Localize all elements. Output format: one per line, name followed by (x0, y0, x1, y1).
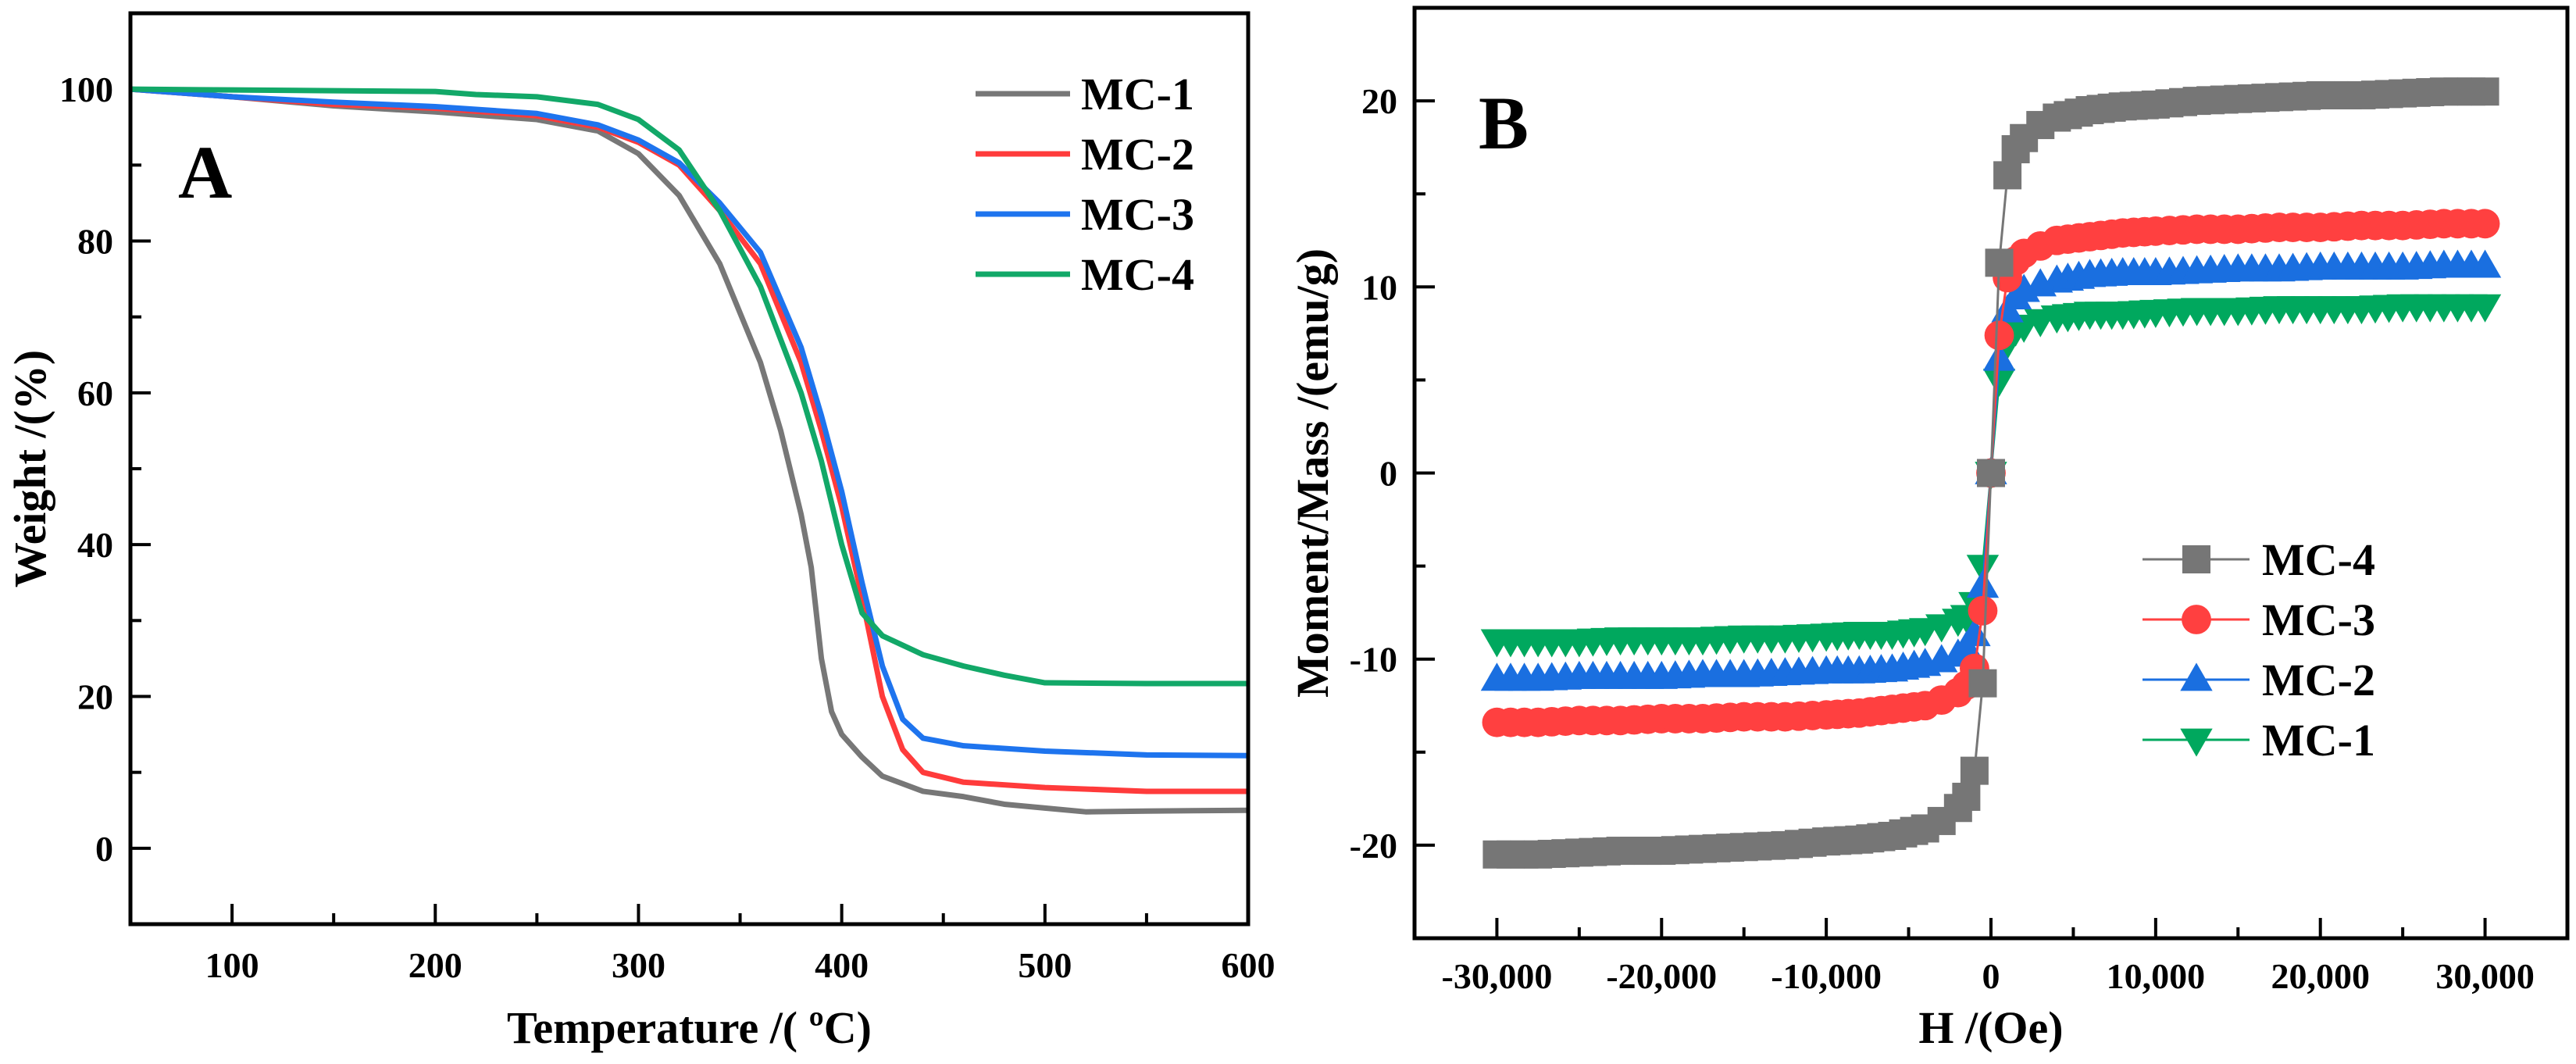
series-line-mc-4 (130, 86, 1248, 687)
data-point-marker (1958, 618, 1991, 647)
legend-label: MC-1 (1081, 69, 1194, 120)
y-tick-label: 20 (77, 677, 113, 717)
y-tick-label: -20 (1350, 826, 1397, 866)
legend-label: MC-4 (1081, 249, 1194, 300)
x-tick-label: 10,000 (2107, 956, 2206, 996)
data-point-marker (1968, 595, 1998, 626)
x-tick-label: -30,000 (1442, 956, 1553, 996)
legend-marker (2180, 662, 2213, 691)
legend-label: MC-4 (2262, 534, 2375, 585)
data-point-marker (1993, 161, 2022, 190)
x-tick-label: 600 (1222, 945, 1276, 985)
data-point-marker (2470, 209, 2500, 239)
y-tick-label: 20 (1361, 81, 1397, 121)
data-point-marker (1977, 459, 2005, 487)
y-axis-label: Weight /(%) (5, 350, 55, 587)
data-point-marker (2471, 77, 2499, 106)
legend-marker (2182, 545, 2210, 573)
legend-marker (2180, 728, 2213, 757)
x-tick-label: 30,000 (2435, 956, 2535, 996)
series-line-mc-1 (130, 86, 1249, 815)
plot-frame (1412, 5, 2570, 941)
x-tick-label: 500 (1018, 945, 1072, 985)
legend-label: MC-2 (2262, 655, 2375, 705)
y-axis-label: Moment/Mass /(emu/g) (1287, 248, 1338, 698)
data-point-marker (2468, 294, 2502, 323)
data-point-marker (1982, 369, 2016, 397)
data-point-marker (1966, 569, 2000, 598)
y-tick-label: 60 (77, 373, 113, 413)
data-point-marker (1984, 320, 2014, 351)
x-tick-label: 20,000 (2271, 956, 2370, 996)
x-tick-label: 400 (815, 945, 869, 985)
data-point-marker (1960, 756, 1989, 785)
y-tick-label: 100 (59, 70, 113, 109)
series-mc-1 (1480, 294, 2502, 658)
panel-label: B (1479, 81, 1529, 165)
plot-frame (128, 11, 1251, 927)
y-tick-label: 80 (77, 222, 113, 262)
x-axis-label: Temperature /( ºC) (507, 1002, 872, 1053)
legend-marker (2182, 605, 2211, 634)
panel-a-tga-chart: 100 200 300 400 500 600 0 20 40 60 80 100 MC-1 MC-2 MC… (5, 11, 1276, 1053)
legend-label: MC-3 (2262, 594, 2375, 645)
x-tick-label: 100 (205, 945, 259, 985)
data-point-marker (1982, 342, 2016, 371)
panel-b-magnetization-chart: -30,000 -20,000 -10,000 0 10,000 20,000 30,000… (1287, 5, 2570, 1053)
legend-label: MC-3 (1081, 189, 1194, 240)
data-point-marker (1966, 555, 2000, 584)
legend-label: MC-1 (2262, 715, 2375, 766)
y-tick-label: 0 (1379, 454, 1397, 494)
data-point-marker (1952, 782, 1981, 811)
x-tick-label: 200 (409, 945, 462, 985)
data-point-marker (2468, 249, 2502, 278)
series-line-mc-3 (130, 86, 1249, 759)
data-point-marker (1968, 669, 1997, 698)
y-tick-label: 40 (77, 525, 113, 565)
series-mc-4 (1482, 77, 2499, 869)
y-tick-label: 10 (1361, 267, 1397, 307)
x-axis-label: H /(Oe) (1918, 1002, 2063, 1053)
panel-label: A (178, 130, 232, 214)
x-tick-label: -10,000 (1771, 956, 1882, 996)
legend-label: MC-2 (1081, 129, 1194, 180)
x-tick-label: 0 (1982, 956, 2000, 996)
y-tick-label: 0 (95, 829, 113, 869)
x-tick-label: -20,000 (1606, 956, 1717, 996)
x-tick-label: 300 (612, 945, 665, 985)
y-tick-label: -10 (1350, 640, 1397, 680)
data-point-marker (1985, 248, 2014, 277)
